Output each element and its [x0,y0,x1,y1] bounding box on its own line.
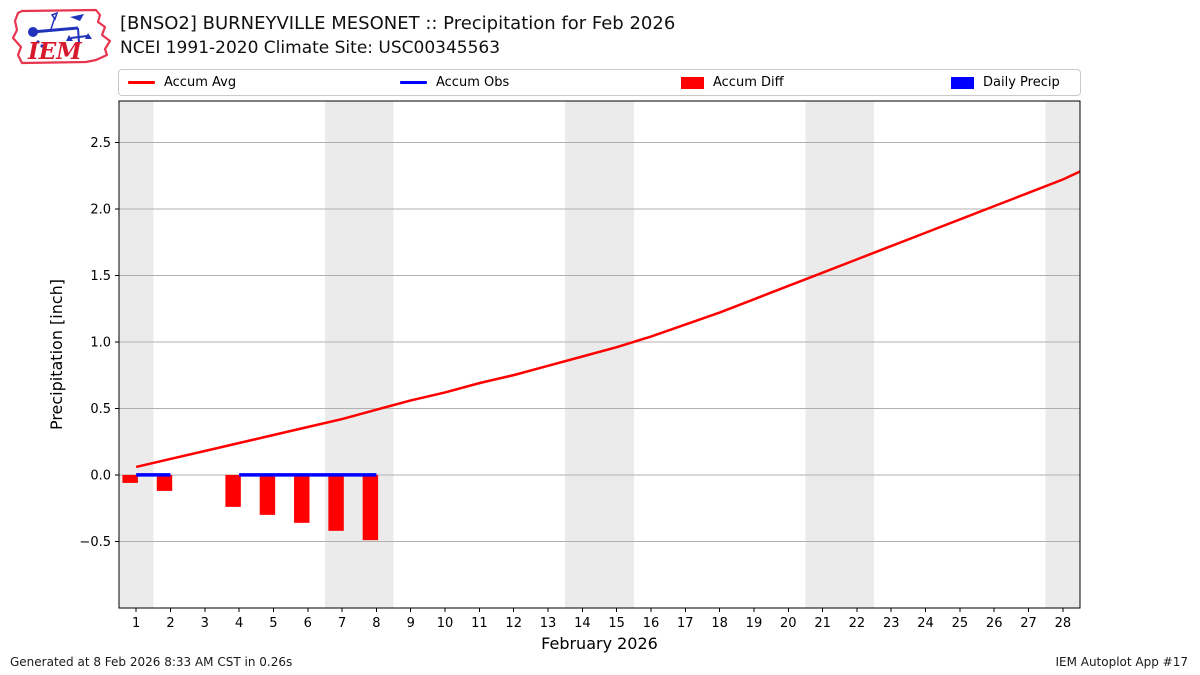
accum-diff-bars [122,474,379,541]
svg-text:5: 5 [269,616,277,631]
svg-text:0.5: 0.5 [90,402,111,417]
svg-text:17: 17 [677,616,694,631]
daily-precip-patch-swatch-icon [951,76,974,89]
svg-text:16: 16 [643,616,660,631]
svg-text:26: 26 [986,616,1003,631]
y-axis: −0.5 0.0 0.5 1.0 1.5 2.0 2.5 Precipitation [inc… [47,136,119,550]
svg-text:2: 2 [166,616,174,631]
legend-label: Accum Obs [436,75,510,90]
svg-text:8: 8 [372,616,380,631]
svg-text:23: 23 [883,616,900,631]
legend-label: Accum Avg [164,75,237,90]
app-credit-text: IEM Autoplot App #17 [1055,655,1188,669]
svg-text:21: 21 [814,616,831,631]
svg-text:28: 28 [1055,616,1072,631]
legend-item-accum-avg: Accum Avg [128,70,236,95]
svg-text:2.5: 2.5 [90,136,111,151]
legend-item-daily-precip: Daily Precip [951,70,1060,95]
accum-avg-line [135,170,1081,469]
svg-text:2.0: 2.0 [90,202,111,217]
svg-text:14: 14 [574,616,591,631]
x-axis: 1 2 3 4 5 6 7 8 9 10 11 12 13 14 15 16 17 18 19 20 21 22 23 24 2… [132,608,1071,653]
svg-text:1: 1 [132,616,140,631]
svg-text:1.0: 1.0 [90,335,111,350]
svg-text:4: 4 [235,616,243,631]
svg-text:12: 12 [505,616,522,631]
svg-text:3: 3 [201,616,209,631]
svg-text:−0.5: −0.5 [79,535,111,550]
accum-diff-bar [156,474,173,491]
accum-diff-patch-swatch-icon [681,76,704,89]
svg-text:10: 10 [437,616,454,631]
svg-text:20: 20 [780,616,797,631]
x-axis-label: February 2026 [541,634,658,653]
generated-at-text: Generated at 8 Feb 2026 8:33 AM CST in 0… [10,655,293,669]
plot-border [118,100,1081,609]
legend-label: Accum Diff [713,75,784,90]
iem-logo: IEM [11,8,112,65]
accum-diff-bar [122,474,138,483]
legend: Accum Avg Accum Obs Accum Diff Daily Pre… [118,69,1081,96]
svg-text:1.5: 1.5 [90,269,111,284]
page-subtitle: NCEI 1991-2020 Climate Site: USC00345563 [120,38,501,58]
accum-diff-bar [362,474,379,541]
svg-text:24: 24 [917,616,934,631]
accum-avg-line-swatch-icon [128,81,155,84]
legend-label: Daily Precip [983,75,1060,90]
accum-diff-bar [328,474,344,531]
accum-diff-bar [294,474,310,523]
accum-obs-line-swatch-icon [400,81,427,84]
svg-text:0.0: 0.0 [90,468,111,483]
legend-item-accum-obs: Accum Obs [400,70,509,95]
logo-iem-text: IEM [27,38,83,65]
svg-text:22: 22 [849,616,866,631]
legend-item-accum-diff: Accum Diff [681,70,784,95]
iowa-outline-icon [11,8,112,65]
accum-diff-bar [259,474,276,515]
svg-text:9: 9 [407,616,415,631]
y-axis-label: Precipitation [inch] [47,279,66,430]
svg-text:18: 18 [711,616,728,631]
svg-text:11: 11 [471,616,488,631]
svg-text:13: 13 [540,616,557,631]
accum-diff-bar [225,474,241,507]
svg-text:15: 15 [608,616,625,631]
svg-text:6: 6 [304,616,312,631]
weekend-bands [119,101,1080,608]
svg-text:27: 27 [1020,616,1037,631]
svg-text:19: 19 [746,616,763,631]
weather-station-icon [28,11,92,48]
svg-text:25: 25 [952,616,969,631]
svg-text:7: 7 [338,616,346,631]
page-title: [BNSO2] BURNEYVILLE MESONET :: Precipita… [120,13,676,34]
